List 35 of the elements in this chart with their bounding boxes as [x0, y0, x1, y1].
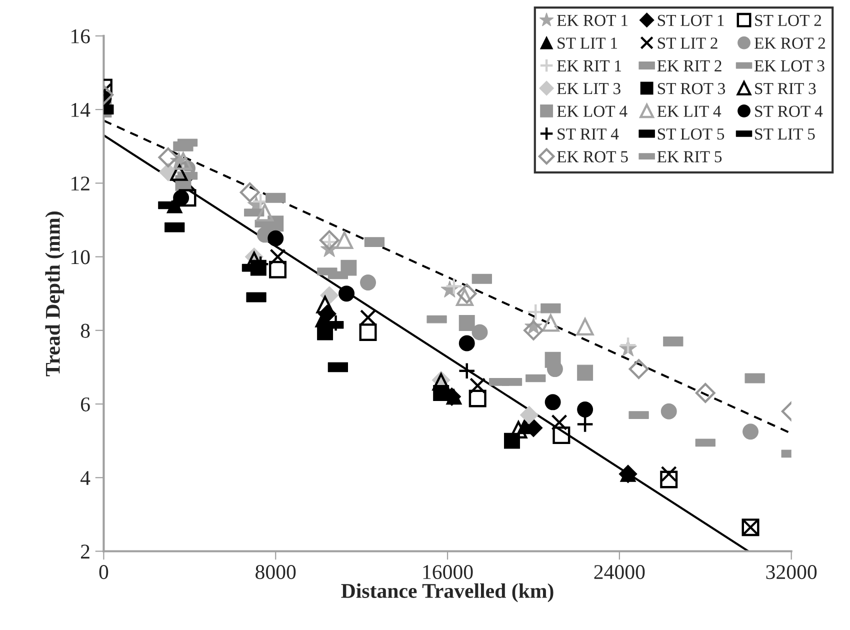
legend-label: EK ROT 2	[754, 38, 826, 49]
legend-label: ST LIT 5	[755, 128, 815, 140]
x-tick-label: 8000	[256, 565, 296, 580]
x-tick-label: 16000	[423, 565, 473, 580]
y-tick-label: 6	[80, 397, 90, 412]
legend-label: EK LOT 3	[754, 60, 824, 72]
legend-label: ST RIT 3	[755, 83, 816, 94]
legend-label: ST RIT 4	[558, 128, 619, 140]
legend-label: ST LOT 1	[658, 14, 724, 26]
x-tick-label: 0	[99, 565, 108, 580]
legend-label: EK ROT 1	[557, 14, 628, 26]
y-tick-label: 14	[72, 103, 90, 117]
legend-label: EK LIT 4	[657, 106, 722, 117]
x-axis-title: Distance Travelled (km)	[341, 583, 554, 602]
legend-label: EK ROT 5	[557, 151, 628, 162]
legend-label: EK LIT 3	[557, 83, 620, 94]
legend-label: EK LOT 4	[557, 106, 628, 117]
x-tick-label: 32000	[766, 565, 817, 580]
y-axis-title: Tread Depth (mm)	[45, 212, 64, 376]
legend-label: ST ROT 4	[755, 106, 823, 117]
legend-label: EK RIT 5	[657, 151, 722, 162]
x-tick-label: 24000	[594, 565, 645, 580]
legend-label: ST LOT 2	[755, 14, 822, 26]
y-tick-label: 10	[72, 250, 90, 264]
y-tick-label: 2	[81, 544, 90, 558]
legend-label: ST ROT 3	[658, 83, 726, 94]
y-tick-label: 16	[72, 29, 90, 44]
legend-label: EK RIT 1	[557, 60, 621, 72]
y-tick-label: 8	[80, 324, 90, 338]
y-tick-label: 12	[72, 176, 90, 190]
legend-label: EK RIT 2	[657, 60, 722, 72]
legend-label: ST LIT 2	[658, 38, 718, 49]
legend-label: ST LOT 5	[658, 128, 724, 140]
y-tick-label: 4	[80, 471, 90, 485]
legend-label: ST LIT 1	[558, 38, 618, 49]
